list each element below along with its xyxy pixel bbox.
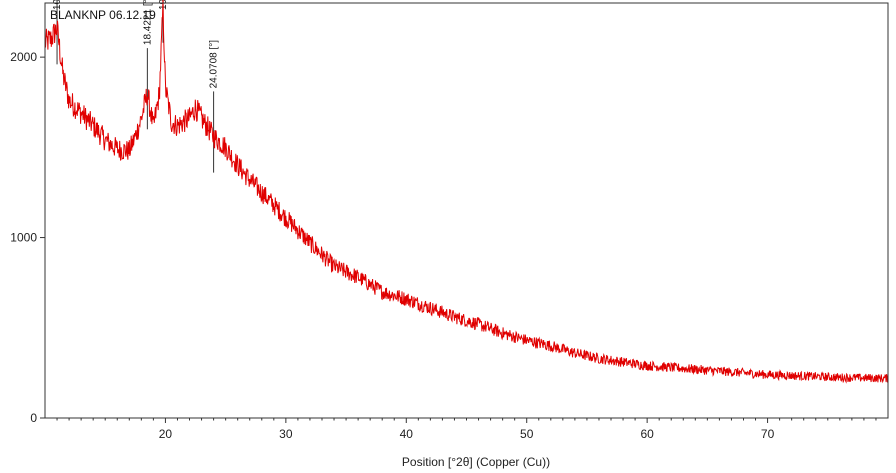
sample-label: BLANKNP 06.12.19 <box>50 8 156 22</box>
x-tick-label: 60 <box>640 427 654 441</box>
y-axis-ticks: 0 1000 2000 <box>10 50 45 425</box>
x-tick-label: 50 <box>520 427 534 441</box>
peak-markers: 10.7010 [°]18.4221 [°]19.7763 [°]24.0708… <box>52 0 220 173</box>
x-tick-label: 70 <box>761 427 775 441</box>
peak-label: 10.7010 [°] <box>52 0 63 10</box>
peak-label: 24.0708 [°] <box>209 40 220 89</box>
y-tick-label: 0 <box>30 411 37 425</box>
x-tick-label: 30 <box>279 427 293 441</box>
x-tick-label: 40 <box>400 427 414 441</box>
peak-label: 18.4221 [°] <box>142 0 153 45</box>
y-tick-label: 2000 <box>10 50 37 64</box>
diffraction-trace <box>44 0 889 384</box>
x-axis-title: Position [°2θ] (Copper (Cu)) <box>402 455 550 469</box>
x-tick-label: 20 <box>159 427 173 441</box>
x-axis-ticks: 20 30 40 50 60 70 <box>56 418 877 441</box>
y-tick-label: 1000 <box>10 231 37 245</box>
plot-frame <box>44 2 889 419</box>
